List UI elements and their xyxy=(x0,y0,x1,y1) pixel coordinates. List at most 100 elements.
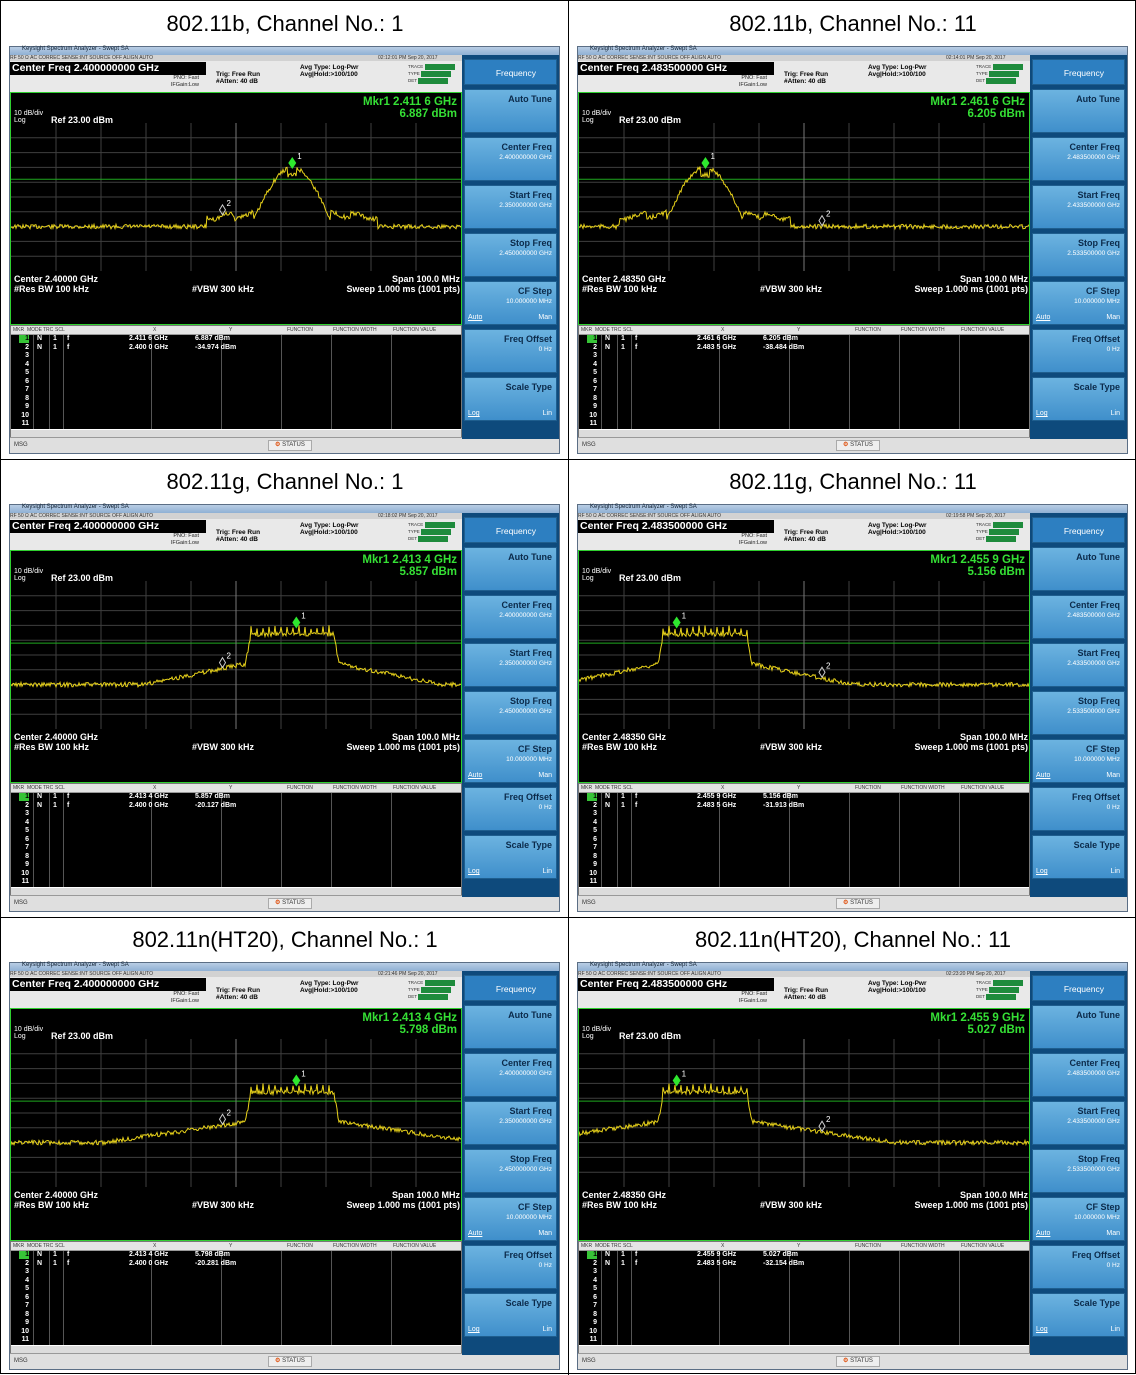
stop-freq-button[interactable]: Stop Freq 2.450000000 GHz xyxy=(464,233,557,277)
table-scrollbar[interactable] xyxy=(11,1346,461,1354)
table-row[interactable]: 4 xyxy=(579,361,1029,369)
table-row[interactable]: 4 xyxy=(579,1277,1029,1285)
table-row[interactable]: 5 xyxy=(579,369,1029,377)
table-row[interactable]: 2 N 1 f 2.400 0 GHz -34.974 dBm xyxy=(11,344,461,352)
stop-freq-button[interactable]: Stop Freq 2.533500000 GHz xyxy=(1032,233,1125,277)
table-row[interactable]: 4 xyxy=(11,1277,461,1285)
status-button[interactable]: ⚙ STATUS xyxy=(836,1356,880,1367)
frequency-menu-title[interactable]: Frequency xyxy=(1032,59,1125,85)
table-row[interactable]: 9 xyxy=(11,403,461,411)
table-row[interactable]: 6 xyxy=(579,1294,1029,1302)
freq-offset-button[interactable]: Freq Offset 0 Hz xyxy=(1032,787,1125,831)
table-row[interactable]: 11 xyxy=(579,878,1029,886)
freq-offset-button[interactable]: Freq Offset 0 Hz xyxy=(464,787,557,831)
table-row[interactable]: 10 xyxy=(579,1328,1029,1336)
window-controls-icon[interactable] xyxy=(521,506,555,519)
table-row[interactable]: 5 xyxy=(11,1285,461,1293)
table-row[interactable]: 10 xyxy=(11,412,461,420)
table-row[interactable]: 9 xyxy=(579,403,1029,411)
scale-type-button[interactable]: Scale Type Log Lin xyxy=(464,835,557,879)
table-scrollbar[interactable] xyxy=(11,430,461,438)
cf-step-button[interactable]: CF Step 10.000000 MHz Auto Man xyxy=(464,1197,557,1241)
center-freq-button[interactable]: Center Freq 2.483500000 GHz xyxy=(1032,137,1125,181)
table-scrollbar[interactable] xyxy=(11,888,461,896)
table-row[interactable]: 6 xyxy=(579,378,1029,386)
table-row[interactable]: 5 xyxy=(11,827,461,835)
center-freq-readout[interactable]: Center Freq 2.483500000 GHz xyxy=(578,62,774,75)
scale-type-button[interactable]: Scale Type Log Lin xyxy=(464,377,557,421)
scale-type-button[interactable]: Scale Type Log Lin xyxy=(464,1293,557,1337)
auto-tune-button[interactable]: Auto Tune xyxy=(1032,1005,1125,1049)
table-scrollbar[interactable] xyxy=(579,888,1029,896)
table-row[interactable]: 7 xyxy=(579,386,1029,394)
center-freq-readout[interactable]: Center Freq 2.400000000 GHz xyxy=(10,978,206,991)
frequency-menu-title[interactable]: Frequency xyxy=(464,975,557,1001)
table-row[interactable]: 3 xyxy=(579,1268,1029,1276)
frequency-menu-title[interactable]: Frequency xyxy=(1032,975,1125,1001)
window-controls-icon[interactable] xyxy=(521,964,555,977)
table-row[interactable]: 8 xyxy=(579,395,1029,403)
table-row[interactable]: 10 xyxy=(11,1328,461,1336)
center-freq-readout[interactable]: Center Freq 2.483500000 GHz xyxy=(578,978,774,991)
center-freq-button[interactable]: Center Freq 2.483500000 GHz xyxy=(1032,1053,1125,1097)
cf-step-button[interactable]: CF Step 10.000000 MHz Auto Man xyxy=(1032,281,1125,325)
table-row[interactable]: 5 xyxy=(579,1285,1029,1293)
window-controls-icon[interactable] xyxy=(1089,506,1123,519)
table-row[interactable]: 8 xyxy=(11,853,461,861)
start-freq-button[interactable]: Start Freq 2.350000000 GHz xyxy=(464,1101,557,1145)
freq-offset-button[interactable]: Freq Offset 0 Hz xyxy=(1032,1245,1125,1289)
table-row[interactable]: 1 N 1 f 2.413 4 GHz 5.857 dBm xyxy=(11,793,461,801)
cf-step-button[interactable]: CF Step 10.000000 MHz Auto Man xyxy=(1032,739,1125,783)
window-controls-icon[interactable] xyxy=(1089,964,1123,977)
center-freq-button[interactable]: Center Freq 2.483500000 GHz xyxy=(1032,595,1125,639)
start-freq-button[interactable]: Start Freq 2.433500000 GHz xyxy=(1032,643,1125,687)
table-row[interactable]: 9 xyxy=(579,1319,1029,1327)
frequency-menu-title[interactable]: Frequency xyxy=(464,59,557,85)
status-button[interactable]: ⚙ STATUS xyxy=(268,440,312,451)
table-row[interactable]: 3 xyxy=(11,810,461,818)
table-row[interactable]: 3 xyxy=(11,352,461,360)
table-row[interactable]: 3 xyxy=(579,810,1029,818)
table-row[interactable]: 8 xyxy=(579,853,1029,861)
table-row[interactable]: 6 xyxy=(11,1294,461,1302)
table-row[interactable]: 4 xyxy=(11,819,461,827)
table-row[interactable]: 10 xyxy=(579,870,1029,878)
stop-freq-button[interactable]: Stop Freq 2.533500000 GHz xyxy=(1032,691,1125,735)
table-scrollbar[interactable] xyxy=(579,430,1029,438)
table-row[interactable]: 7 xyxy=(579,844,1029,852)
auto-tune-button[interactable]: Auto Tune xyxy=(464,89,557,133)
auto-tune-button[interactable]: Auto Tune xyxy=(464,1005,557,1049)
table-row[interactable]: 11 xyxy=(579,420,1029,428)
table-row[interactable]: 2 N 1 f 2.483 5 GHz -38.484 dBm xyxy=(579,344,1029,352)
table-row[interactable]: 7 xyxy=(11,386,461,394)
table-row[interactable]: 10 xyxy=(11,870,461,878)
center-freq-readout[interactable]: Center Freq 2.400000000 GHz xyxy=(10,62,206,75)
table-row[interactable]: 6 xyxy=(579,836,1029,844)
table-row[interactable]: 11 xyxy=(11,878,461,886)
stop-freq-button[interactable]: Stop Freq 2.450000000 GHz xyxy=(464,1149,557,1193)
center-freq-readout[interactable]: Center Freq 2.400000000 GHz xyxy=(10,520,206,533)
table-row[interactable]: 8 xyxy=(11,395,461,403)
cf-step-button[interactable]: CF Step 10.000000 MHz Auto Man xyxy=(464,281,557,325)
table-row[interactable]: 7 xyxy=(11,844,461,852)
freq-offset-button[interactable]: Freq Offset 0 Hz xyxy=(464,329,557,373)
stop-freq-button[interactable]: Stop Freq 2.450000000 GHz xyxy=(464,691,557,735)
scale-type-button[interactable]: Scale Type Log Lin xyxy=(1032,835,1125,879)
table-row[interactable]: 5 xyxy=(11,369,461,377)
status-button[interactable]: ⚙ STATUS xyxy=(836,440,880,451)
table-row[interactable]: 11 xyxy=(11,1336,461,1344)
table-row[interactable]: 1 N 1 f 2.413 4 GHz 5.798 dBm xyxy=(11,1251,461,1259)
table-row[interactable]: 9 xyxy=(11,1319,461,1327)
table-row[interactable]: 8 xyxy=(11,1311,461,1319)
stop-freq-button[interactable]: Stop Freq 2.533500000 GHz xyxy=(1032,1149,1125,1193)
table-row[interactable]: 3 xyxy=(11,1268,461,1276)
table-row[interactable]: 9 xyxy=(11,861,461,869)
table-row[interactable]: 1 N 1 f 2.411 6 GHz 6.887 dBm xyxy=(11,335,461,343)
table-row[interactable]: 9 xyxy=(579,861,1029,869)
table-row[interactable]: 1 N 1 f 2.455 9 GHz 5.156 dBm xyxy=(579,793,1029,801)
status-button[interactable]: ⚙ STATUS xyxy=(268,1356,312,1367)
start-freq-button[interactable]: Start Freq 2.433500000 GHz xyxy=(1032,1101,1125,1145)
table-row[interactable]: 4 xyxy=(11,361,461,369)
center-freq-button[interactable]: Center Freq 2.400000000 GHz xyxy=(464,137,557,181)
center-freq-button[interactable]: Center Freq 2.400000000 GHz xyxy=(464,1053,557,1097)
